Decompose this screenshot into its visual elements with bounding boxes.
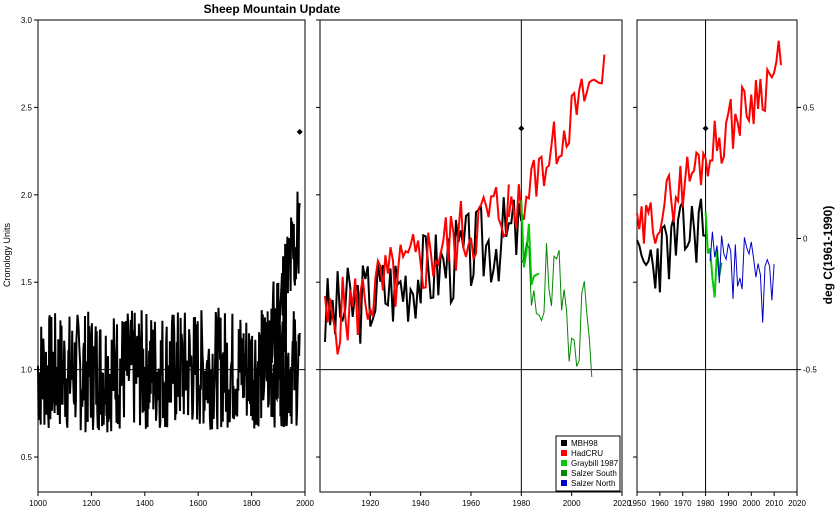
- endpoint-marker: [518, 125, 525, 132]
- legend-label-mbh98: MBH98: [571, 439, 598, 448]
- x-tick-label: 1990: [720, 499, 738, 508]
- x-tick-label: 2020: [788, 499, 806, 508]
- plot-frame: [319, 19, 623, 493]
- x-tick-label: 1960: [651, 499, 669, 508]
- x-tick-label: 1940: [412, 499, 430, 508]
- y-tick-label-right: 0: [803, 235, 808, 244]
- series-line-mbh98: [37, 305, 301, 433]
- y-tick-label: 1.5: [21, 278, 33, 287]
- y-axis-label-right: deg C(1961-1990): [821, 206, 835, 305]
- chart-title: Sheep Mountain Update: [204, 2, 341, 16]
- x-tick-label: 1000: [29, 499, 47, 508]
- x-tick-label: 2020: [613, 499, 631, 508]
- series-line-graybill-1987: [520, 200, 540, 286]
- x-tick-label: 2010: [765, 499, 783, 508]
- endpoint-marker: [296, 128, 303, 135]
- panel-left: 1000 1200 1400 1600 1800 2000 0.5 1.0 1.5 2.0 2.5 3…: [21, 16, 315, 508]
- plot-frame: [37, 19, 306, 493]
- legend-swatch-salzer-north: [561, 480, 567, 486]
- legend-swatch-mbh98: [561, 440, 567, 446]
- x-tick-label: 1950: [628, 499, 646, 508]
- series-line-hadcru: [507, 54, 606, 229]
- legend-label-hadcru: HadCRU: [571, 449, 603, 458]
- series-line-mbh98: [266, 191, 301, 406]
- x-tick-label: 1980: [697, 499, 715, 508]
- endpoint-marker: [702, 125, 709, 132]
- y-tick-label-right: -0.5: [803, 366, 817, 375]
- y-tick-label: 0.5: [21, 453, 33, 462]
- y-tick-label-right: 0.5: [803, 103, 815, 112]
- y-tick-label: 2.5: [21, 103, 33, 112]
- x-tick-label: 1400: [136, 499, 154, 508]
- x-tick-label: 1920: [361, 499, 379, 508]
- legend-label-salzer-south: Salzer South: [571, 469, 617, 478]
- series-line-hadcru: [324, 184, 510, 355]
- plot-frame: [636, 19, 798, 493]
- x-tick-label: 1980: [512, 499, 530, 508]
- x-tick-label: 2000: [296, 499, 314, 508]
- series-line-graybill-1987: [704, 211, 723, 298]
- x-tick-label: 1970: [674, 499, 692, 508]
- panel-right: 1950 1960 1970 1980 1990 2000 2010 2020 -0.5 0 0.5: [628, 19, 817, 508]
- series-line-mbh98: [324, 197, 523, 344]
- x-tick-label: 2000: [742, 499, 760, 508]
- legend-swatch-salzer-south: [561, 470, 567, 476]
- legend: MBH98 HadCRU Graybill 1987 Salzer South …: [555, 435, 621, 492]
- x-tick-label: 1800: [243, 499, 261, 508]
- y-tick-label: 1.0: [21, 366, 33, 375]
- x-tick-label: 1960: [462, 499, 480, 508]
- series-line-hadcru: [636, 40, 782, 244]
- y-tick-label: 2.0: [21, 191, 33, 200]
- legend-swatch-graybill: [561, 460, 567, 466]
- legend-label-salzer-north: Salzer North: [571, 479, 615, 488]
- x-tick-label: 1200: [83, 499, 101, 508]
- y-tick-label: 3.0: [21, 16, 33, 25]
- x-tick-label: 1600: [189, 499, 207, 508]
- x-tick-label: 2000: [563, 499, 581, 508]
- y-axis-label-left: Cronology Units: [2, 222, 12, 287]
- series-line-salzer-south: [520, 241, 593, 378]
- series-line-mbh98: [636, 198, 706, 293]
- legend-label-graybill: Graybill 1987: [571, 459, 619, 468]
- panel-middle: 1920 1940 1960 1980 2000 2020: [316, 19, 631, 508]
- series-line-salzer-north: [709, 231, 775, 323]
- legend-swatch-hadcru: [561, 450, 567, 456]
